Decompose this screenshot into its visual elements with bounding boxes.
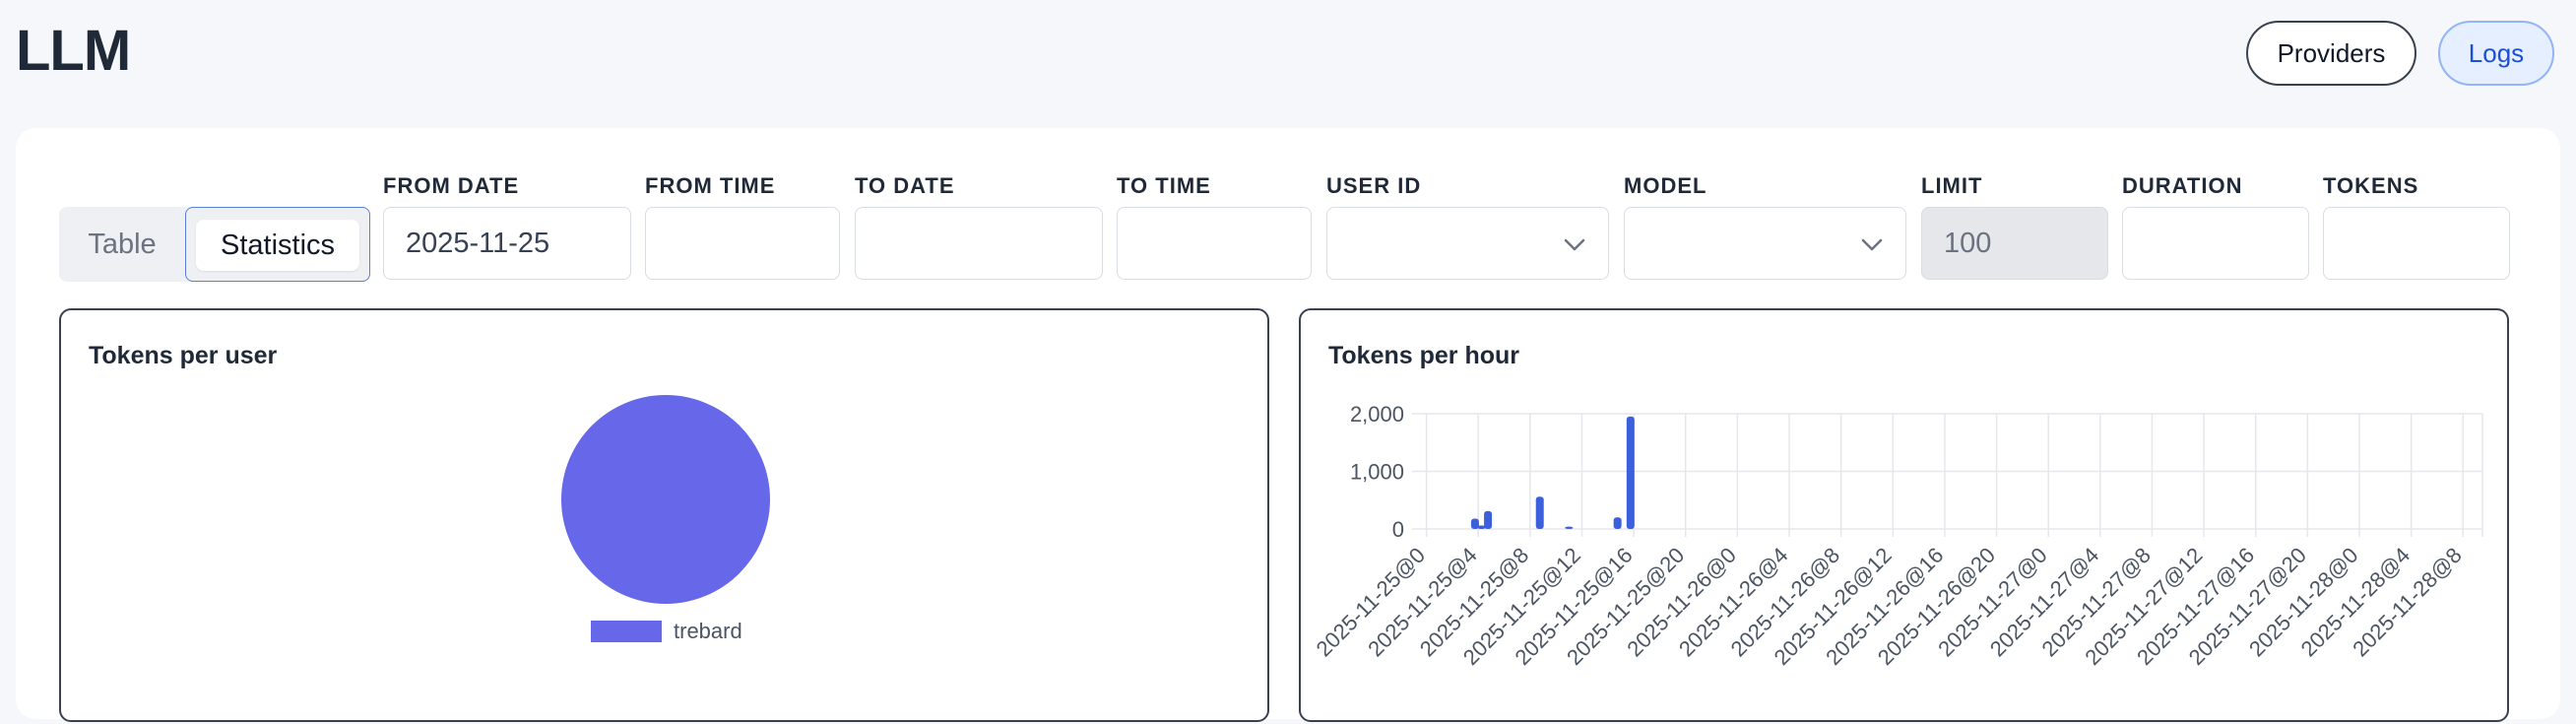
legend-swatch bbox=[591, 621, 662, 642]
tokens-per-user-card: Tokens per user trebard bbox=[59, 308, 1269, 722]
y-tick-label: 0 bbox=[1392, 517, 1404, 542]
model-select[interactable] bbox=[1624, 207, 1906, 280]
pie-slice bbox=[561, 395, 770, 604]
tokens-label: TOKENS bbox=[2323, 173, 2419, 198]
tokens-per-hour-title: Tokens per hour bbox=[1328, 342, 1520, 369]
bar bbox=[1535, 496, 1544, 529]
y-tick-label: 1,000 bbox=[1350, 460, 1404, 485]
to-time-label: TO TIME bbox=[1117, 173, 1211, 198]
page-title: LLM bbox=[16, 19, 131, 83]
logs-button[interactable]: Logs bbox=[2438, 21, 2554, 86]
bar bbox=[1565, 526, 1574, 529]
to-date-label: TO DATE bbox=[855, 173, 955, 198]
duration-label: DURATION bbox=[2122, 173, 2243, 198]
bar bbox=[1484, 510, 1493, 529]
statistics-view-label: Statistics bbox=[196, 220, 359, 271]
y-tick-label: 2,000 bbox=[1350, 402, 1404, 427]
from-time-label: FROM TIME bbox=[645, 173, 776, 198]
limit-input: 100 bbox=[1921, 207, 2108, 280]
to-time-input[interactable] bbox=[1117, 207, 1312, 280]
bar bbox=[1477, 525, 1486, 529]
view-toggle: Table Statistics bbox=[59, 207, 370, 282]
bar bbox=[1470, 518, 1479, 529]
user-id-label: USER ID bbox=[1326, 173, 1422, 198]
chevron-down-icon bbox=[1564, 238, 1585, 251]
tokens-per-user-title: Tokens per user bbox=[89, 342, 278, 369]
chevron-down-icon bbox=[1861, 238, 1883, 251]
duration-input[interactable] bbox=[2122, 207, 2309, 280]
tokens-per-hour-card: Tokens per hour 0 1,000 2,000 2025-11-25@0 2… bbox=[1299, 308, 2509, 722]
legend-label: trebard bbox=[674, 619, 742, 643]
statistics-view-tab[interactable]: Statistics bbox=[185, 207, 370, 282]
limit-label: LIMIT bbox=[1921, 173, 1983, 198]
from-date-label: FROM DATE bbox=[383, 173, 520, 198]
tokens-per-hour-chart: 01,0002,0002025-11-25@02025-11-25@42025-… bbox=[1312, 402, 2483, 670]
bar bbox=[1626, 416, 1635, 529]
tokens-per-user-chart bbox=[561, 395, 770, 604]
user-id-select[interactable] bbox=[1326, 207, 1609, 280]
table-view-tab[interactable]: Table bbox=[88, 228, 157, 260]
providers-button[interactable]: Providers bbox=[2246, 21, 2416, 86]
from-time-input[interactable] bbox=[645, 207, 840, 280]
tokens-input[interactable] bbox=[2323, 207, 2510, 280]
to-date-input[interactable] bbox=[855, 207, 1103, 280]
model-label: MODEL bbox=[1624, 173, 1707, 198]
bar bbox=[1613, 517, 1622, 529]
from-date-input[interactable]: 2025-11-25 bbox=[383, 207, 631, 280]
